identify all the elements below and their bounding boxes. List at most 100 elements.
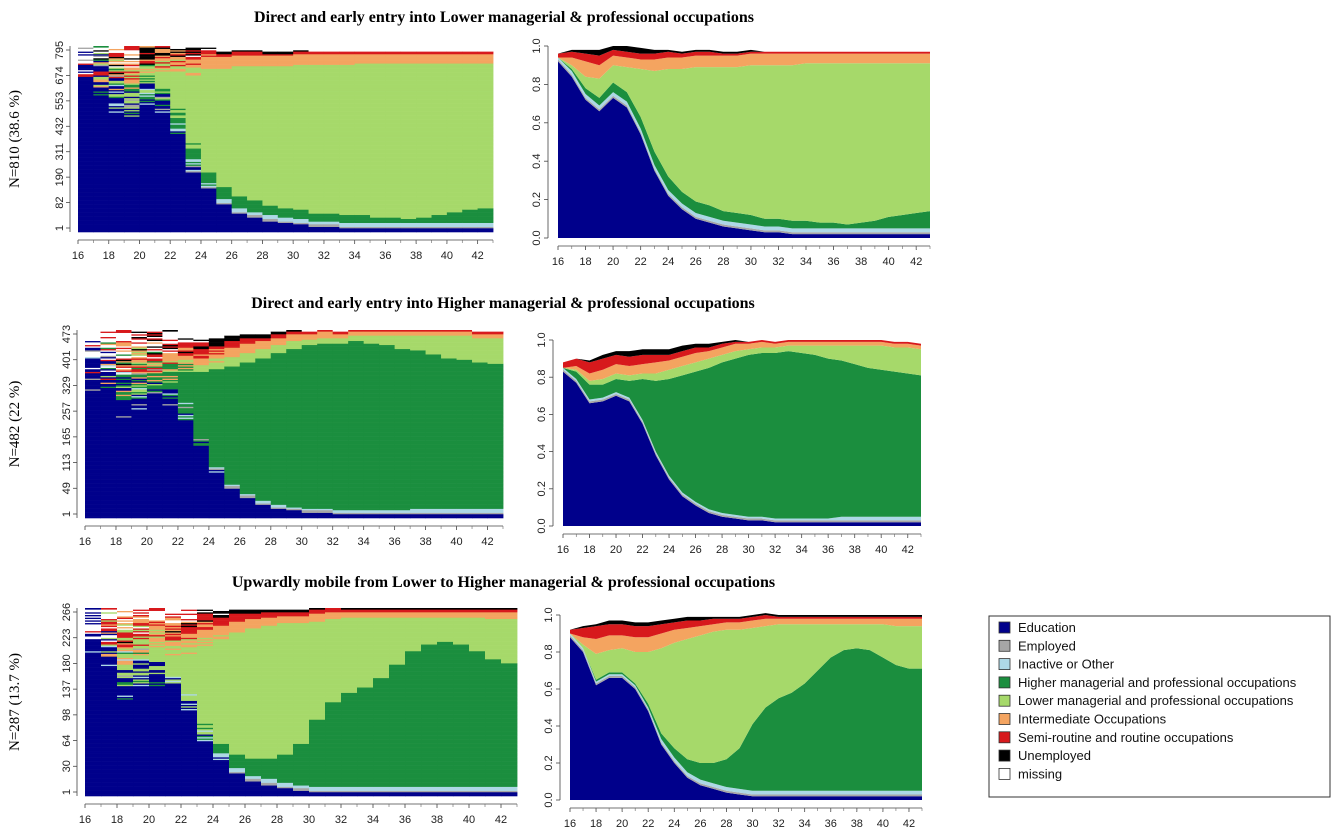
sequence-cell	[115, 336, 132, 339]
sequence-cell	[200, 224, 217, 226]
sequence-cell	[477, 210, 494, 213]
sequence-cell	[93, 184, 110, 186]
sequence-cell	[216, 152, 233, 154]
sequence-cell	[477, 146, 494, 149]
sequence-cell	[154, 224, 171, 226]
sequence-cell	[462, 148, 479, 150]
sequence-cell	[308, 153, 325, 156]
sequence-cell	[247, 180, 263, 182]
sequence-cell	[216, 210, 233, 213]
sequence-cell	[93, 81, 110, 84]
sequence-cell	[115, 493, 132, 496]
sequence-cell	[462, 65, 479, 68]
sequence-cell	[131, 419, 148, 422]
sequence-cell	[216, 169, 233, 172]
sequence-cell	[185, 224, 202, 226]
sequence-cell	[431, 157, 448, 160]
sequence-cell	[277, 228, 294, 230]
sequence-cell	[400, 99, 417, 101]
sequence-cell	[370, 104, 386, 107]
sequence-cell	[170, 190, 186, 193]
sequence-cell	[78, 133, 94, 136]
sequence-cell	[293, 213, 309, 216]
sequence-cell	[93, 135, 110, 137]
sequence-cell	[416, 156, 432, 158]
sequence-cell	[100, 444, 117, 446]
sequence-cell	[385, 216, 402, 218]
sequence-cell	[231, 166, 248, 169]
sequence-cell	[216, 164, 233, 166]
sequence-cell	[462, 47, 479, 49]
sequence-cell	[93, 97, 110, 100]
sequence-cell	[85, 401, 101, 403]
sequence-cell	[139, 61, 156, 64]
sequence-cell	[262, 57, 279, 60]
sequence-cell	[115, 488, 132, 491]
sequence-cell	[85, 479, 101, 481]
sequence-cell	[354, 228, 371, 230]
sequence-cell	[247, 120, 263, 123]
sequence-cell	[400, 48, 417, 51]
sequence-cell	[185, 218, 202, 221]
sequence-cell	[108, 69, 125, 72]
sequence-cell	[231, 61, 248, 64]
sequence-cell	[170, 135, 186, 137]
sequence-cell	[85, 410, 101, 413]
sequence-cell	[477, 112, 494, 115]
sequence-cell	[139, 212, 156, 214]
sequence-cell	[100, 364, 117, 367]
sequence-cell	[416, 226, 432, 229]
sequence-cell	[385, 196, 402, 198]
group-label: N=810 (38.6 %)	[7, 90, 23, 188]
sequence-cell	[139, 67, 156, 69]
sequence-cell	[247, 224, 263, 226]
sequence-cell	[323, 79, 340, 81]
sequence-cell	[462, 67, 479, 69]
sequence-cell	[400, 200, 417, 202]
sequence-cell	[85, 471, 101, 473]
sequence-cell	[177, 330, 194, 332]
sequence-cell	[124, 201, 140, 204]
sequence-cell	[462, 72, 479, 75]
sequence-cell	[93, 109, 110, 112]
sequence-cell	[370, 59, 386, 61]
sequence-cell	[354, 214, 371, 217]
sequence-cell	[85, 496, 101, 499]
sequence-cell	[400, 46, 417, 48]
sequence-cell	[308, 185, 325, 188]
sequence-cell	[216, 220, 233, 222]
x-tick-label: 22	[635, 256, 647, 268]
sequence-cell	[108, 100, 125, 103]
sequence-cell	[170, 57, 186, 60]
sequence-cell	[323, 149, 340, 152]
sequence-cell	[78, 103, 94, 105]
sequence-cell	[262, 60, 279, 63]
sequence-cell	[431, 47, 448, 49]
sequence-cell	[185, 158, 202, 161]
sequence-cell	[231, 137, 248, 140]
sequence-cell	[446, 51, 463, 53]
sequence-cell	[93, 112, 110, 115]
sequence-cell	[131, 430, 148, 433]
sequence-cell	[277, 87, 294, 89]
sequence-cell	[339, 124, 356, 127]
sequence-cell	[93, 103, 110, 105]
sequence-cell	[385, 108, 402, 111]
sequence-cell	[108, 56, 125, 59]
sequence-cell	[339, 84, 356, 87]
sequence-cell	[78, 169, 94, 172]
sequence-cell	[216, 46, 233, 48]
sequence-cell	[108, 142, 125, 145]
sequence-cell	[416, 185, 432, 188]
sequence-cell	[93, 46, 110, 48]
sequence-cell	[100, 477, 117, 480]
sequence-cell	[277, 115, 294, 117]
sequence-cell	[431, 146, 448, 149]
sequence-cell	[185, 140, 202, 142]
sequence-cell	[277, 145, 294, 148]
sequence-cell	[385, 75, 402, 77]
sequence-cell	[131, 454, 148, 457]
sequence-cell	[115, 475, 132, 477]
sequence-cell	[85, 433, 101, 436]
sequence-cell	[78, 198, 94, 201]
